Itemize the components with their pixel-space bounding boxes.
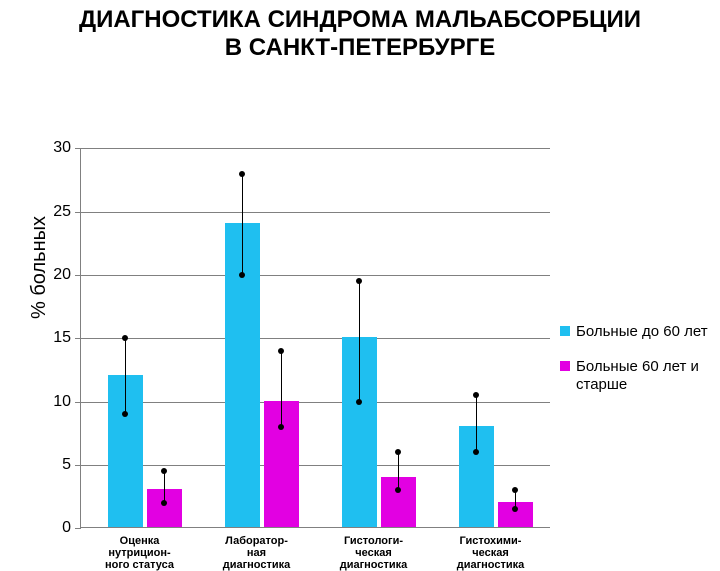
chart-title-line2: В САНКТ-ПЕТЕРБУРГЕ bbox=[225, 34, 495, 61]
error-bar bbox=[125, 338, 126, 414]
legend-label: Больные 60 лет и старше bbox=[576, 358, 710, 393]
legend-swatch bbox=[560, 361, 570, 371]
error-cap bbox=[395, 449, 401, 455]
error-cap bbox=[356, 278, 362, 284]
error-bar bbox=[242, 174, 243, 275]
y-tick-mark bbox=[75, 148, 81, 149]
error-bar bbox=[359, 281, 360, 401]
y-tick-mark bbox=[75, 402, 81, 403]
error-cap bbox=[473, 392, 479, 398]
error-cap bbox=[239, 272, 245, 278]
y-axis-label: % больных bbox=[28, 216, 51, 319]
legend-item: Больные до 60 лет bbox=[560, 323, 710, 340]
y-tick-label: 20 bbox=[53, 266, 71, 284]
grid-line bbox=[81, 402, 550, 403]
legend: Больные до 60 лет Больные 60 лет и старше bbox=[560, 323, 710, 411]
legend-label: Больные до 60 лет bbox=[576, 323, 708, 340]
chart-title-line1: ДИАГНОСТИКА СИНДРОМА МАЛЬАБСОРБЦИИ bbox=[79, 6, 641, 33]
error-cap bbox=[278, 424, 284, 430]
chart-title: ДИАГНОСТИКА СИНДРОМА МАЛЬАБСОРБЦИИ В САН… bbox=[0, 0, 720, 63]
category-label: Гистохими-ческаядиагностика bbox=[432, 535, 549, 571]
y-tick-mark bbox=[75, 338, 81, 339]
error-bar bbox=[398, 452, 399, 490]
category-label: Лаборатор-наядиагностика bbox=[198, 535, 315, 571]
error-cap bbox=[278, 348, 284, 354]
y-tick-mark bbox=[75, 275, 81, 276]
grid-line bbox=[81, 338, 550, 339]
error-cap bbox=[356, 399, 362, 405]
y-tick-label: 30 bbox=[53, 139, 71, 157]
grid-line bbox=[81, 275, 550, 276]
error-cap bbox=[161, 500, 167, 506]
legend-item: Больные 60 лет и старше bbox=[560, 358, 710, 393]
error-bar bbox=[164, 471, 165, 503]
category-label: Оценканутрицион-ного статуса bbox=[81, 535, 198, 571]
y-tick-label: 0 bbox=[62, 519, 71, 537]
y-tick-mark bbox=[75, 212, 81, 213]
y-tick-label: 5 bbox=[62, 456, 71, 474]
legend-swatch bbox=[560, 326, 570, 336]
error-bar bbox=[476, 395, 477, 452]
error-cap bbox=[239, 171, 245, 177]
category-label: Гистологи-ческаядиагностика bbox=[315, 535, 432, 571]
error-bar bbox=[281, 351, 282, 427]
grid-line bbox=[81, 148, 550, 149]
y-tick-label: 10 bbox=[53, 393, 71, 411]
y-tick-mark bbox=[75, 528, 81, 529]
error-cap bbox=[512, 487, 518, 493]
error-cap bbox=[161, 468, 167, 474]
y-tick-label: 25 bbox=[53, 203, 71, 221]
grid-line bbox=[81, 212, 550, 213]
y-tick-label: 15 bbox=[53, 329, 71, 347]
error-cap bbox=[122, 335, 128, 341]
y-tick-mark bbox=[75, 465, 81, 466]
plot-area: 051015202530Оценканутрицион-ного статуса… bbox=[80, 148, 550, 528]
